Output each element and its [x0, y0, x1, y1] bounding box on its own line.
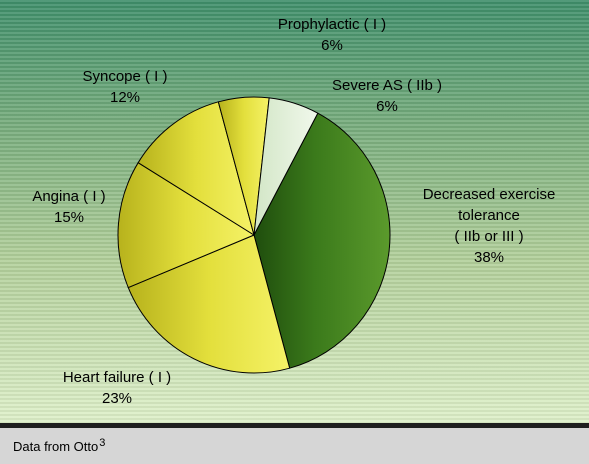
label-heart-failure-name: Heart failure ( I ) — [62, 369, 172, 386]
label-angina-pct: 15% — [53, 209, 85, 226]
chart-area: Decreased exercise tolerance ( IIb or II… — [0, 0, 589, 423]
label-severe-as-name: Severe AS ( IIb ) — [331, 77, 443, 94]
label-decreased-line2: tolerance — [458, 207, 520, 224]
label-syncope: Syncope ( I ) 12% — [82, 66, 167, 108]
label-decreased-line1: Decreased exercise — [422, 186, 556, 203]
footer-divider — [0, 423, 589, 428]
label-severe-as: Severe AS ( IIb ) 6% — [332, 75, 442, 117]
label-prophylactic-pct: 6% — [321, 37, 343, 54]
source-reference: 3 — [99, 437, 106, 449]
label-decreased-exercise: Decreased exercise tolerance ( IIb or II… — [423, 184, 556, 268]
pie-slice-decreased-exercise — [253, 112, 391, 369]
label-syncope-pct: 12% — [109, 89, 141, 106]
pie-slice-severe-as — [253, 97, 319, 236]
footer: Data from Otto3 — [0, 428, 589, 464]
pie-chart — [117, 96, 391, 374]
label-heart-failure-pct: 23% — [101, 390, 133, 407]
label-decreased-pct: 38% — [473, 249, 505, 266]
pie-slice-syncope — [137, 101, 255, 236]
label-prophylactic-name: Prophylactic ( I ) — [277, 16, 387, 33]
pie-slice-angina — [117, 162, 255, 289]
label-decreased-line3: ( IIb or III ) — [454, 228, 524, 245]
label-heart-failure: Heart failure ( I ) 23% — [63, 367, 171, 409]
pie-slice-heart-failure — [127, 234, 291, 374]
label-angina: Angina ( I ) 15% — [32, 186, 105, 228]
label-prophylactic: Prophylactic ( I ) 6% — [278, 14, 386, 56]
label-syncope-name: Syncope ( I ) — [82, 68, 168, 85]
label-angina-name: Angina ( I ) — [32, 188, 106, 205]
source-note: Data from Otto3 — [13, 437, 105, 454]
label-severe-as-pct: 6% — [376, 98, 398, 115]
source-text: Data from Otto — [13, 439, 99, 454]
